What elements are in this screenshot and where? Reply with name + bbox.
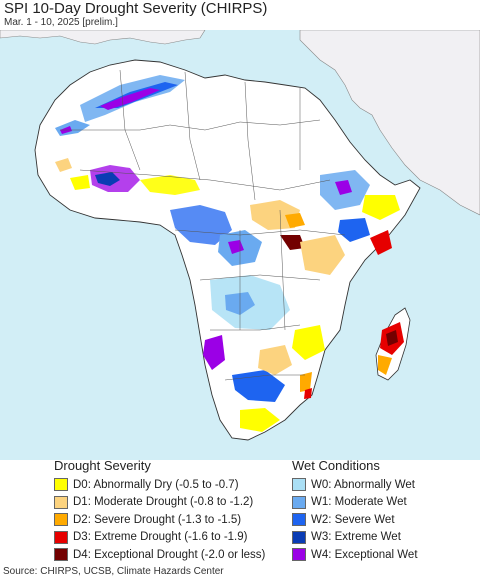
legend-item-w3: W3: Extreme Wet [292,529,418,547]
legend-item-d0: D0: Abnormally Dry (-0.5 to -0.7) [54,476,265,494]
legend-swatch-w2 [292,513,306,527]
source-note: Source: CHIRPS, UCSB, Climate Hazards Ce… [3,566,224,577]
legend-swatch-d4 [54,548,68,562]
legend-label-w0: W0: Abnormally Wet [311,478,415,491]
legend-label-d4: D4: Exceptional Drought (-2.0 or less) [73,548,266,561]
legend-item-w0: W0: Abnormally Wet [292,476,418,494]
legend-swatch-w1 [292,495,306,509]
wet-legend: Wet Conditions W0: Abnormally Wet W1: Mo… [292,458,418,564]
legend-swatch-d1 [54,495,68,509]
legend-item-w2: W2: Severe Wet [292,511,418,529]
legend-swatch-d2 [54,513,68,527]
legend-label-d0: D0: Abnormally Dry (-0.5 to -0.7) [73,478,239,491]
madagascar-anomalies [378,322,404,375]
sahara-wet-band [55,75,185,136]
africa-drought-map [0,30,480,460]
legend-label-w4: W4: Exceptional Wet [311,548,418,561]
legend-swatch-d0 [54,478,68,492]
drought-legend: Drought Severity D0: Abnormally Dry (-0.… [54,458,265,564]
legend-swatch-w3 [292,530,306,544]
legend-label-d2: D2: Severe Drought (-1.3 to -1.5) [73,513,242,526]
map-title: SPI 10-Day Drought Severity (CHIRPS) [4,0,268,17]
drought-legend-title: Drought Severity [54,458,151,473]
legend-item-w1: W1: Moderate Wet [292,494,418,512]
legend-label-d3: D3: Extreme Drought (-1.6 to -1.9) [73,531,248,544]
europe-landmass [0,30,206,45]
wet-legend-title: Wet Conditions [292,458,380,473]
middle-east-landmass [299,30,480,216]
legend-item-d2: D2: Severe Drought (-1.3 to -1.5) [54,511,265,529]
legend-item-d3: D3: Extreme Drought (-1.6 to -1.9) [54,529,265,547]
legend-label-w2: W2: Severe Wet [311,513,395,526]
legend-swatch-d3 [54,530,68,544]
legend-swatch-w4 [292,548,306,562]
map-subtitle: Mar. 1 - 10, 2025 [prelim.] [4,17,118,28]
legend-item-w4: W4: Exceptional Wet [292,546,418,564]
legend-item-d1: D1: Moderate Drought (-0.8 to -1.2) [54,494,265,512]
east-africa-anomalies [320,170,400,255]
legend-swatch-w0 [292,478,306,492]
legend-item-d4: D4: Exceptional Drought (-2.0 or less) [54,546,265,564]
legend-label-w3: W3: Extreme Wet [311,531,401,544]
legend-label-w1: W1: Moderate Wet [311,496,407,509]
country-borders [60,69,346,381]
legend-label-d1: D1: Moderate Drought (-0.8 to -1.2) [73,496,254,509]
